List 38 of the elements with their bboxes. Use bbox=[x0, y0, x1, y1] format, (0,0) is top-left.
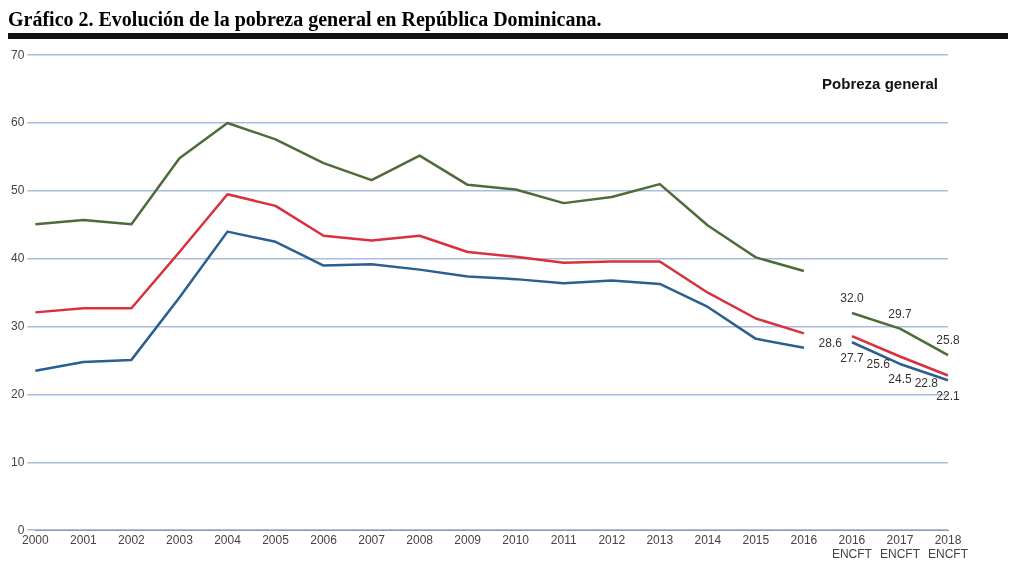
data-label: 28.6 bbox=[818, 336, 843, 351]
data-label: 29.7 bbox=[888, 306, 912, 321]
y-tick-label: 40 bbox=[10, 251, 25, 266]
x-tick-label: 2006 bbox=[310, 532, 338, 547]
y-tick-label: 10 bbox=[10, 454, 25, 469]
x-tick-label: 2014 bbox=[694, 532, 722, 547]
y-tick-label: 0 bbox=[17, 522, 25, 537]
annotation: Pobreza general bbox=[822, 75, 938, 93]
y-tick-label: 30 bbox=[10, 318, 25, 333]
x-tick-label: 2002 bbox=[118, 532, 146, 547]
data-label: 25.6 bbox=[866, 356, 891, 371]
x-tick-label: 2016 ENCFT bbox=[831, 532, 873, 562]
x-tick-label: 2018 ENCFT bbox=[928, 532, 969, 562]
x-tick-label: 2001 bbox=[70, 532, 98, 547]
x-tick-label: 2016 bbox=[790, 532, 818, 547]
x-tick-label: 2015 bbox=[742, 532, 770, 547]
x-tick-label: 2010 bbox=[502, 532, 530, 547]
x-tick-label: 2008 bbox=[406, 532, 434, 547]
data-label: 25.8 bbox=[936, 333, 960, 348]
x-tick-label: 2007 bbox=[358, 532, 386, 547]
x-tick-label: 2012 bbox=[598, 532, 626, 547]
x-tick-label: 2005 bbox=[262, 532, 290, 547]
chart-title: Gráfico 2. Evolución de la pobreza general en República Dominicana. bbox=[8, 8, 1008, 39]
x-tick-label: 2009 bbox=[454, 532, 482, 547]
data-label: 22.1 bbox=[936, 388, 960, 403]
y-tick-label: 60 bbox=[10, 115, 25, 130]
data-label: 22.8 bbox=[914, 375, 939, 390]
data-label: 24.5 bbox=[888, 372, 912, 387]
y-tick-label: 20 bbox=[10, 386, 25, 401]
data-label: 32.0 bbox=[840, 291, 864, 306]
x-tick-label: 2013 bbox=[646, 532, 674, 547]
x-tick-label: 2004 bbox=[214, 532, 242, 547]
x-tick-label: 2011 bbox=[550, 532, 577, 547]
x-tick-label: 2017 ENCFT bbox=[879, 532, 921, 562]
data-label: 27.7 bbox=[840, 350, 864, 365]
x-tick-label: 2003 bbox=[166, 532, 194, 547]
y-tick-label: 70 bbox=[10, 47, 25, 62]
y-tick-label: 50 bbox=[10, 183, 25, 198]
